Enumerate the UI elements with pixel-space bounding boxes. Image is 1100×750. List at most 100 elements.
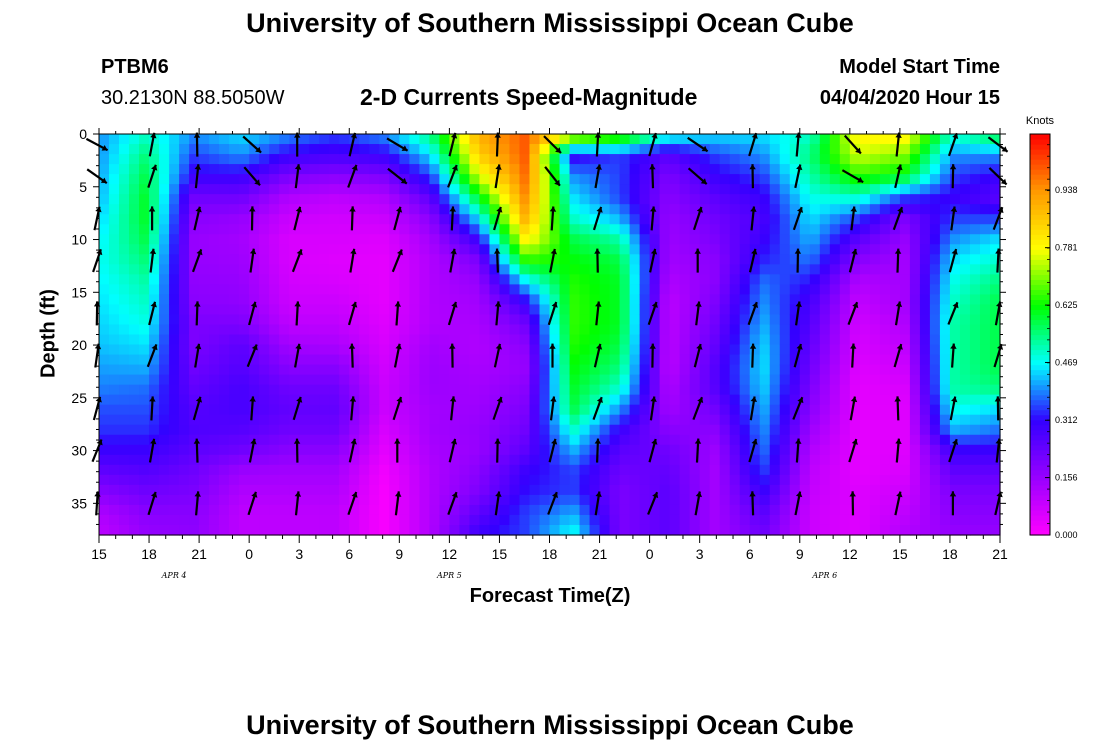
heatmap-cell <box>899 334 911 346</box>
heatmap-cell <box>899 524 911 536</box>
heatmap-cell <box>229 394 240 406</box>
heatmap-cell <box>459 294 471 306</box>
heatmap-cell <box>229 514 240 526</box>
heatmap-cell <box>969 254 981 265</box>
heatmap-cell <box>279 404 290 416</box>
heatmap-cell <box>989 454 1001 466</box>
heatmap-cell <box>449 364 460 376</box>
heatmap-cell <box>259 144 270 155</box>
heatmap-cell <box>679 374 691 386</box>
heatmap-cell <box>99 344 110 356</box>
heatmap-cell <box>99 304 110 316</box>
heatmap-cell <box>709 344 721 356</box>
heatmap-cell <box>169 484 180 496</box>
heatmap-cell <box>829 164 841 175</box>
heatmap-cell <box>929 504 941 516</box>
heatmap-cell <box>869 454 881 466</box>
heatmap-cell <box>379 524 390 536</box>
heatmap-cell <box>309 474 320 486</box>
heatmap-cell <box>549 374 561 386</box>
heatmap-cell <box>479 154 491 165</box>
heatmap-cell <box>739 134 751 145</box>
heatmap-cell <box>349 384 360 396</box>
heatmap-cell <box>519 154 531 165</box>
heatmap-cell <box>429 174 440 185</box>
heatmap-cell <box>359 314 370 326</box>
heatmap-cell <box>279 234 290 245</box>
heatmap-cell <box>689 394 701 406</box>
heatmap-cell <box>159 234 170 245</box>
heatmap-cell <box>199 474 210 486</box>
heatmap-cell <box>419 354 430 366</box>
heatmap-cell <box>289 274 300 285</box>
heatmap-cell <box>699 194 711 205</box>
heatmap-cell <box>329 504 340 516</box>
heatmap-cell <box>309 144 320 155</box>
heatmap-cell <box>489 424 501 436</box>
heatmap-cell <box>159 334 170 346</box>
heatmap-cell <box>389 294 400 306</box>
heatmap-cell <box>199 404 210 416</box>
heatmap-cell <box>569 204 581 215</box>
heatmap-cell <box>629 314 641 326</box>
heatmap-cell <box>889 154 901 165</box>
heatmap-cell <box>419 524 430 536</box>
heatmap-cell <box>579 164 591 175</box>
heatmap-cell <box>299 394 310 406</box>
heatmap-cell <box>169 504 180 516</box>
heatmap-cell <box>659 374 671 386</box>
heatmap-cell <box>399 214 410 225</box>
heatmap-cell <box>939 464 951 476</box>
heatmap-cell <box>399 244 410 255</box>
heatmap-cell <box>229 374 240 386</box>
heatmap-cell <box>439 464 450 476</box>
heatmap-cell <box>139 504 150 516</box>
heatmap-cell <box>569 344 581 356</box>
heatmap-cell <box>649 464 661 476</box>
heatmap-cell <box>379 394 390 406</box>
x-tick-label: 12 <box>442 546 458 562</box>
heatmap-cell <box>439 224 450 235</box>
heatmap-cell <box>809 424 821 436</box>
heatmap-cell <box>589 364 601 376</box>
heatmap-cell <box>119 484 130 496</box>
heatmap-cell <box>399 184 410 195</box>
heatmap-cell <box>989 494 1001 506</box>
heatmap-cell <box>829 144 841 155</box>
heatmap-cell <box>719 264 731 275</box>
heatmap-cell <box>429 414 440 426</box>
heatmap-cell <box>709 164 721 175</box>
heatmap-cell <box>329 444 340 456</box>
heatmap-cell <box>959 434 971 446</box>
heatmap-cell <box>159 204 170 215</box>
heatmap-cell <box>959 144 971 155</box>
heatmap-cell <box>799 164 811 175</box>
heatmap-cell <box>919 344 931 356</box>
heatmap-cell <box>909 264 921 275</box>
heatmap-cell <box>439 364 450 376</box>
heatmap-cell <box>859 424 871 436</box>
heatmap-cell <box>919 494 931 506</box>
heatmap-cell <box>249 184 260 195</box>
heatmap-cell <box>799 134 811 145</box>
heatmap-cell <box>279 184 290 195</box>
heatmap-cell <box>729 294 741 306</box>
current-vector-head <box>695 491 702 498</box>
heatmap-cell <box>119 154 130 165</box>
heatmap-cell <box>319 364 330 376</box>
heatmap-cell <box>229 484 240 496</box>
heatmap-cell <box>109 444 120 456</box>
heatmap-cell <box>479 444 491 456</box>
heatmap-cell <box>899 304 911 316</box>
heatmap-cell <box>129 504 140 516</box>
heatmap-cell <box>769 324 781 336</box>
heatmap-cell <box>849 414 861 426</box>
heatmap-cell <box>919 284 931 296</box>
heatmap-cell <box>219 154 230 165</box>
heatmap-cell <box>969 414 981 426</box>
heatmap-cell <box>489 514 501 526</box>
heatmap-cell <box>639 504 651 516</box>
heatmap-cell <box>369 354 380 366</box>
heatmap-cell <box>109 334 120 346</box>
